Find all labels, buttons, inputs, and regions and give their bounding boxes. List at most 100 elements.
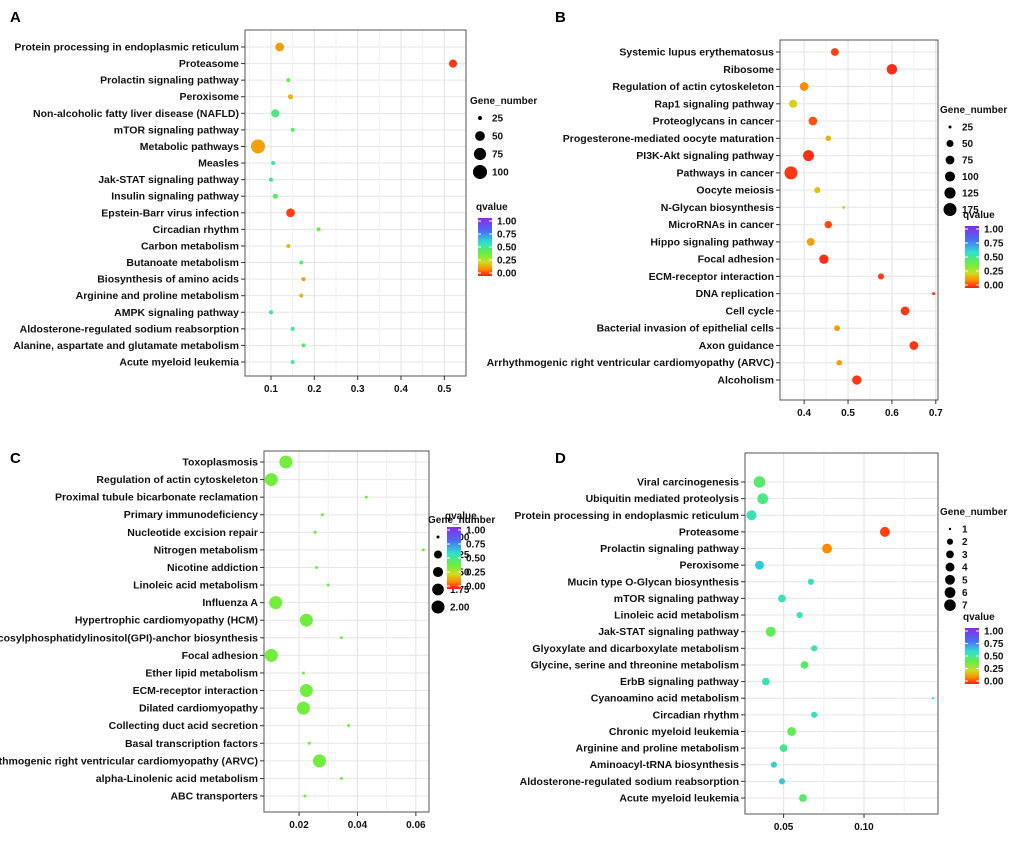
size-legend-dot — [948, 125, 952, 129]
y-tick-label: Prolactin signaling pathway — [600, 543, 739, 555]
data-point — [269, 177, 273, 182]
data-point — [264, 648, 278, 662]
y-tick-label: Dilated cardiomyopathy — [139, 703, 258, 715]
size-legend-title: Gene_number — [940, 105, 1007, 116]
panel-a: A 0.1 0.2 0.3 0.4 0.5 Protein processing in en… — [10, 9, 537, 395]
data-point — [909, 341, 919, 350]
y-tick-label: AMPK signaling pathway — [114, 307, 239, 319]
size-legend-label: 25 — [962, 123, 974, 134]
y-tick-label: Metabolic pathways — [140, 141, 239, 153]
size-legend-title: Gene_number — [940, 507, 1007, 518]
size-legend-dot — [945, 562, 955, 572]
y-tick-label: mTOR signaling pathway — [114, 124, 239, 136]
y-tick-label: Acute myeloid leukemia — [619, 793, 739, 805]
y-tick-label: Proximal tubule bicarbonate reclamation — [55, 492, 258, 504]
data-point — [800, 661, 809, 669]
y-tick-label: Circadian rhythm — [653, 709, 739, 721]
size-legend-label: 1 — [962, 525, 968, 536]
qvalue-legend-label: 0.00 — [497, 269, 517, 280]
y-tick-label: Toxoplasmosis — [182, 457, 258, 469]
size-legend-dot — [944, 599, 956, 611]
data-point — [807, 578, 815, 585]
data-point — [778, 778, 786, 785]
y-tick-label: Non-alcoholic fatty liver disease (NAFLD… — [33, 108, 239, 120]
data-point — [765, 626, 776, 637]
qvalue-colorbar — [478, 218, 492, 276]
qvalue-legend: qvalue 1.00 0.75 0.50 0.25 0.00 — [476, 202, 517, 280]
x-tick-label: 0.06 — [406, 820, 426, 831]
size-legend-dot — [478, 116, 482, 120]
y-tick-label: Primary immunodeficiency — [124, 509, 258, 521]
y-tick-label: Cyanoamino acid metabolism — [591, 693, 739, 705]
y-tick-label: Aldosterone-regulated sodium reabsorptio… — [20, 323, 239, 335]
data-point — [819, 254, 829, 264]
y-tick-label: mTOR signaling pathway — [614, 593, 739, 605]
size-legend-label: 3 — [962, 550, 968, 561]
data-point — [301, 277, 306, 282]
y-tick-label: Hippo signaling pathway — [650, 236, 774, 248]
data-point — [787, 727, 797, 736]
data-point — [852, 375, 862, 385]
data-point — [339, 636, 343, 640]
data-point — [301, 343, 306, 348]
x-tick-label: 0.5 — [437, 384, 451, 395]
data-point — [290, 360, 295, 364]
y-tick-label: ECM-receptor interaction — [649, 271, 774, 283]
data-point — [931, 697, 935, 700]
data-point — [286, 78, 291, 83]
data-point — [879, 526, 890, 537]
data-point — [269, 596, 283, 610]
data-point — [779, 744, 788, 752]
qvalue-legend-title: qvalue — [963, 612, 995, 623]
panel-label: A — [10, 9, 21, 26]
data-point — [299, 293, 304, 298]
data-point — [303, 794, 307, 798]
qvalue-legend-label: 0.50 — [497, 243, 517, 254]
qvalue-colorbar — [965, 628, 979, 684]
y-tick-label: PI3K-Akt signaling pathway — [636, 150, 774, 162]
size-legend-label: 75 — [962, 156, 974, 167]
y-tick-label: Oocyte meiosis — [696, 185, 774, 197]
y-tick-label: Jak-STAT signaling pathway — [98, 174, 239, 186]
x-tick-label: 0.7 — [929, 408, 943, 419]
data-point — [784, 166, 798, 180]
data-point — [290, 127, 295, 132]
data-point — [313, 530, 317, 534]
qvalue-legend-label: 0.25 — [984, 267, 1004, 278]
qvalue-legend-label: 1.00 — [466, 526, 486, 537]
qvalue-colorbar — [965, 226, 979, 288]
data-point — [307, 741, 311, 745]
size-legend-dot — [434, 550, 442, 559]
y-tick-label: Linoleic acid metabolism — [133, 580, 258, 592]
y-tick-label: Chronic myeloid leukemia — [609, 726, 739, 738]
y-tick-label: Regulation of actin cytoskeleton — [96, 474, 258, 486]
x-tick-label: 0.1 — [264, 384, 278, 395]
size-legend-label: 100 — [962, 172, 979, 183]
x-tick-label: 0.2 — [307, 384, 321, 395]
data-point — [279, 455, 293, 469]
y-tick-label: Influenza A — [202, 597, 258, 609]
y-tick-label: Biosynthesis of amino acids — [97, 274, 239, 286]
data-point — [286, 243, 291, 248]
y-tick-label: Alanine, aspartate and glutamate metabol… — [13, 340, 239, 352]
size-legend-label: 25 — [492, 114, 504, 125]
qvalue-legend: qvalue 1.00 0.75 0.50 0.25 0.00 — [963, 210, 1004, 292]
data-point — [316, 227, 321, 232]
y-tick-label: Aminoacyl-tRNA biosynthesis — [589, 759, 739, 771]
y-tick-label: Progesterone-mediated oocyte maturation — [563, 133, 774, 145]
size-legend-label: 6 — [962, 588, 968, 599]
data-point — [347, 724, 351, 728]
plot-area — [263, 450, 430, 813]
size-legend-dot — [431, 600, 445, 614]
size-legend-dot — [945, 155, 955, 165]
x-tick-label: 0.3 — [351, 384, 365, 395]
plot-area — [744, 452, 939, 815]
data-point — [275, 42, 285, 52]
data-point — [830, 48, 839, 56]
size-legend: Gene_number 25 50 75 100 — [470, 96, 537, 179]
qvalue-legend-title: qvalue — [963, 210, 995, 221]
qvalue-legend-label: 0.75 — [984, 239, 1004, 250]
qvalue-legend-label: 0.50 — [984, 253, 1004, 264]
y-tick-label: Protein processing in endoplasmic reticu… — [514, 510, 739, 522]
